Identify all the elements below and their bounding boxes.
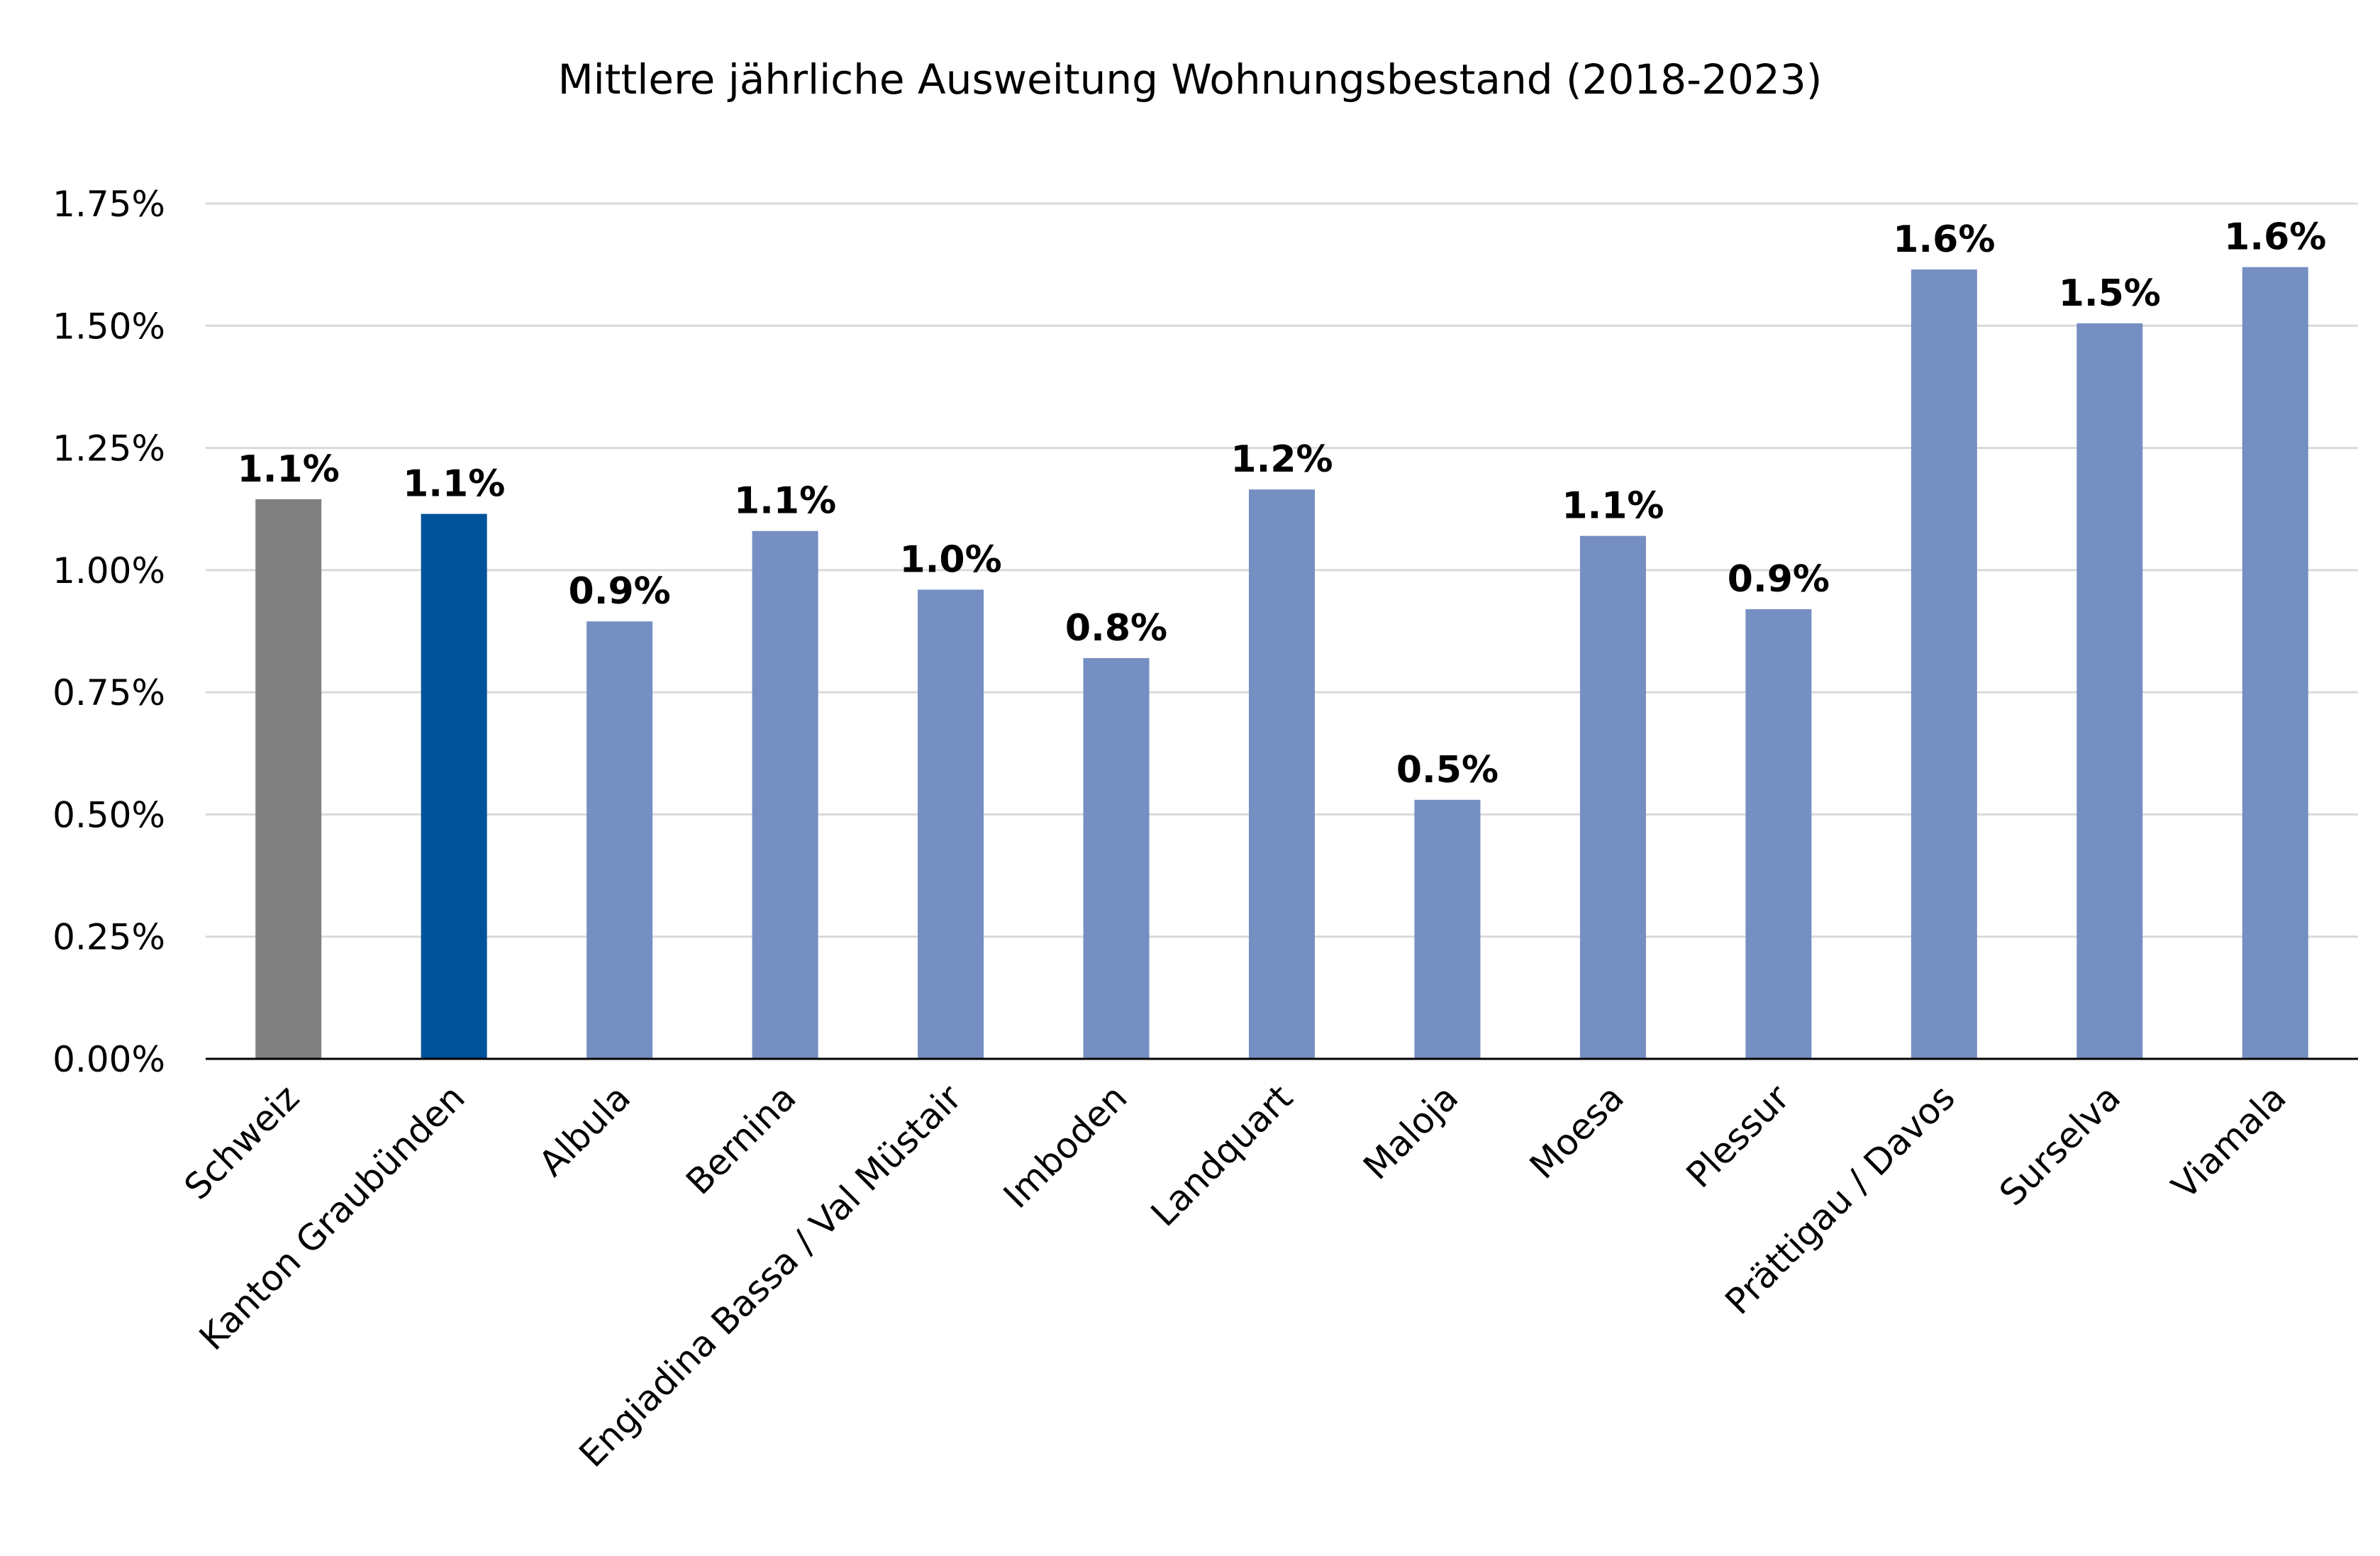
x-category-label: Plessur bbox=[1679, 1077, 1798, 1196]
data-label: 1.0% bbox=[899, 538, 1001, 581]
x-category-label: Landquart bbox=[1143, 1077, 1301, 1234]
bar bbox=[752, 530, 818, 1059]
bars bbox=[255, 267, 2308, 1060]
x-category-label: Schweiz bbox=[177, 1077, 307, 1207]
bar bbox=[2076, 323, 2143, 1060]
y-tick-label: 1.00% bbox=[52, 550, 165, 591]
x-category-label: Imboden bbox=[996, 1077, 1135, 1216]
data-label: 1.1% bbox=[238, 448, 340, 491]
bar bbox=[1745, 608, 1812, 1059]
bar bbox=[1083, 657, 1150, 1059]
x-category-label: Bernina bbox=[678, 1077, 803, 1202]
data-label: 1.1% bbox=[734, 480, 836, 523]
bar bbox=[421, 513, 487, 1059]
x-category-label: Albula bbox=[531, 1077, 638, 1184]
x-category-label: Kanton Graubünden bbox=[191, 1077, 473, 1358]
bar bbox=[1911, 269, 1977, 1059]
data-label: 1.6% bbox=[2224, 216, 2326, 259]
x-category-label: Maloja bbox=[1355, 1077, 1466, 1187]
data-label: 1.2% bbox=[1230, 438, 1333, 481]
y-tick-label: 1.25% bbox=[52, 428, 165, 469]
y-axis-tick-labels: 0.00% 0.25% 0.50% 0.75% 1.00% 1.25% 1.50% 1.75% bbox=[52, 184, 165, 1080]
bar bbox=[918, 589, 984, 1059]
bar bbox=[2242, 267, 2308, 1059]
y-tick-label: 0.50% bbox=[52, 794, 165, 835]
data-label: 1.1% bbox=[403, 463, 505, 506]
data-label: 0.8% bbox=[1065, 607, 1167, 650]
data-label: 0.9% bbox=[1728, 558, 1830, 601]
y-tick-label: 0.00% bbox=[52, 1039, 165, 1080]
bar bbox=[1249, 489, 1315, 1059]
bar bbox=[1414, 799, 1481, 1059]
bar bbox=[586, 621, 653, 1059]
data-label: 1.5% bbox=[2059, 272, 2161, 315]
y-tick-label: 1.75% bbox=[52, 184, 165, 225]
data-label: 0.5% bbox=[1396, 749, 1498, 791]
bar bbox=[255, 499, 322, 1059]
data-label: 1.1% bbox=[1562, 485, 1664, 528]
x-category-label: Moesa bbox=[1522, 1077, 1632, 1187]
y-tick-label: 0.25% bbox=[52, 917, 165, 958]
y-tick-label: 0.75% bbox=[52, 672, 165, 713]
data-label: 0.9% bbox=[569, 570, 671, 613]
bar bbox=[1579, 535, 1646, 1059]
data-label: 1.6% bbox=[1893, 218, 1995, 261]
y-tick-label: 1.50% bbox=[52, 306, 165, 347]
data-labels: 1.1% 1.1% 0.9% 1.1% 1.0% 0.8% 1.2% 0.5% 1.1% 0.9%… bbox=[238, 216, 2327, 791]
x-category-label: Surselva bbox=[1991, 1077, 2128, 1213]
x-category-label: Viamala bbox=[2164, 1077, 2294, 1207]
chart-title: Mittlere jährliche Ausweitung Wohnungsbe… bbox=[558, 55, 1823, 104]
